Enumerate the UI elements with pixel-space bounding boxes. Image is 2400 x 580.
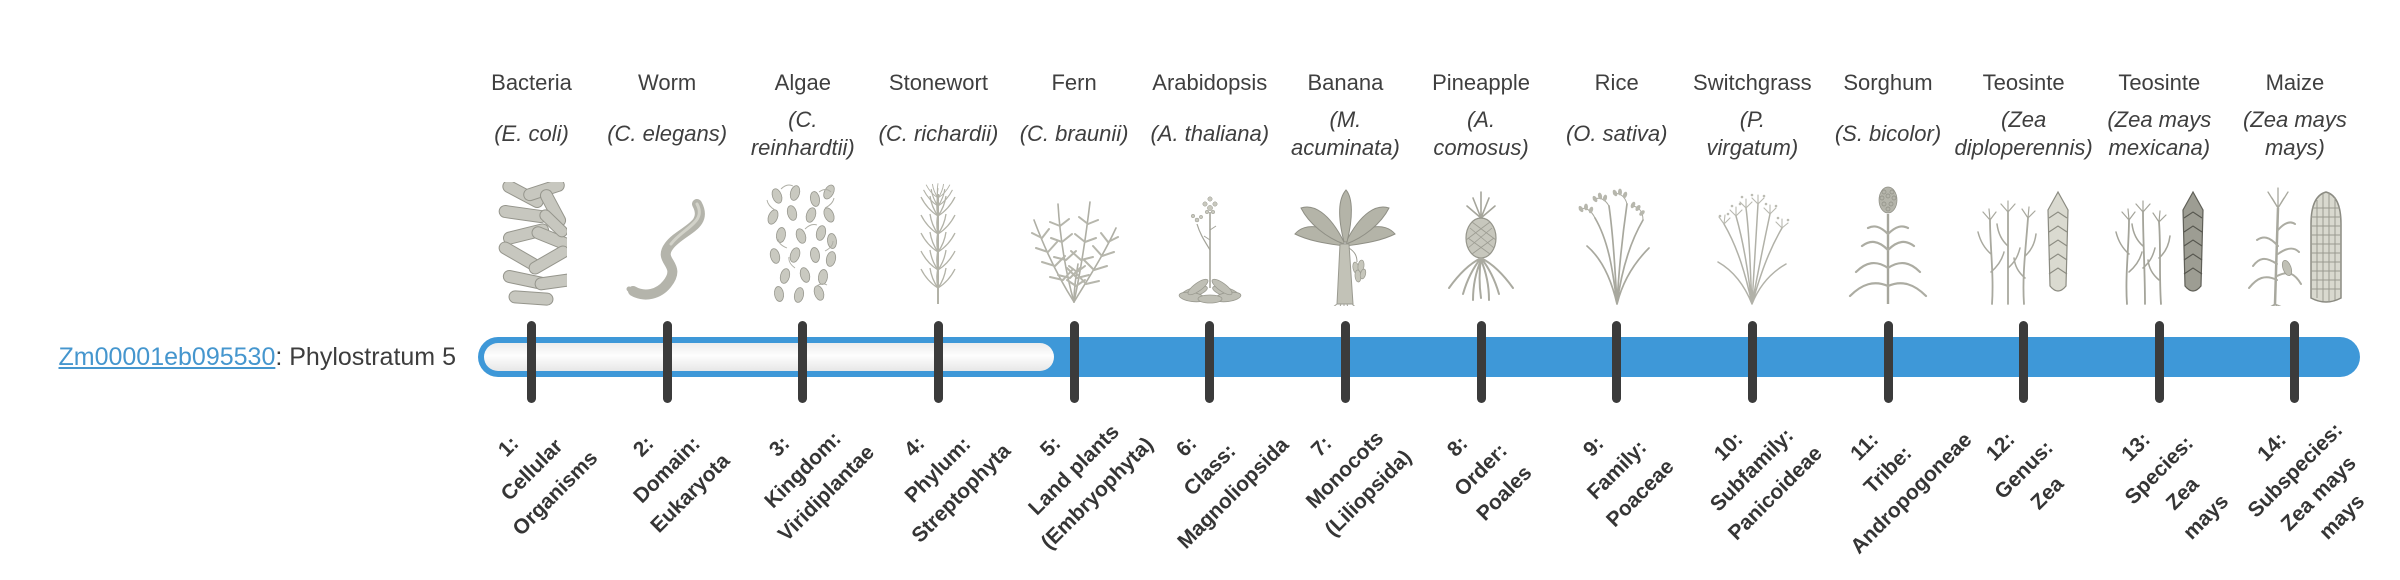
organism-species: (A. comosus) xyxy=(1433,107,1529,160)
phylostrata-timeline-bar xyxy=(478,337,2360,377)
phylostratum-tick-11 xyxy=(1883,321,1893,403)
phylostratum-tick-4 xyxy=(933,321,943,403)
teosinte-mexicana-icon xyxy=(2084,174,2234,306)
phylostratum-label-4: 4: Phylum: Streptophyta xyxy=(900,431,1016,548)
phylostratum-tick-9 xyxy=(1612,321,1622,403)
banana-icon xyxy=(1270,174,1420,306)
switchgrass-icon xyxy=(1677,174,1827,306)
bacteria-icon xyxy=(457,174,607,306)
organism-name: Banana xyxy=(1307,70,1384,95)
organism-name: Switchgrass xyxy=(1693,70,1812,95)
phylostratum-tick-3 xyxy=(798,321,808,403)
maize-icon xyxy=(2220,174,2370,306)
organism-species: (C. braunii) xyxy=(1019,121,1129,146)
organism-name: Arabidopsis xyxy=(1152,70,1268,95)
phylostratum-tick-7 xyxy=(1340,321,1350,403)
organism-species: (M. acuminata) xyxy=(1290,107,1400,160)
organism-species: (S. bicolor) xyxy=(1834,121,1942,146)
organism-name: Fern xyxy=(1051,70,1097,95)
teosinte-diplo-icon xyxy=(1949,174,2099,306)
phylostratum-label-6: 6: Class: Magnoliopsida xyxy=(1171,431,1294,554)
phylostratum-label-12: 12: Genus: Zea xyxy=(1981,427,2068,515)
organism-name: Sorghum xyxy=(1843,70,1933,95)
organism-species: (Zea mays mays) xyxy=(2242,107,2347,160)
phylostratum-tick-14 xyxy=(2290,321,2300,403)
rice-icon xyxy=(1542,174,1692,306)
organism-species: (C. elegans) xyxy=(607,121,728,146)
phylostratum-label-3: 3: Kingdom: Viridiplantae xyxy=(760,427,879,546)
phylostratum-tick-8 xyxy=(1476,321,1486,403)
organism-name: Maize xyxy=(2265,70,2325,95)
stonewort-icon xyxy=(863,174,1013,306)
algae-icon xyxy=(728,174,878,306)
gene-phylostratum-text: : Phylostratum 5 xyxy=(275,343,456,371)
organism-name: Rice xyxy=(1594,70,1639,95)
phylostratum-tick-10 xyxy=(1747,321,1757,403)
phylostratum-tick-1 xyxy=(527,321,536,403)
gene-link[interactable]: Zm00001eb095530 xyxy=(58,343,276,371)
phylostratum-label-7: 7: Monocots (Liliopsida) xyxy=(1302,426,1417,542)
organism-name: Teosinte xyxy=(1982,70,2065,95)
gene-label: Zm00001eb095530: Phylostratum 5 xyxy=(0,343,457,372)
organism-species: (C. reinhardtii) xyxy=(750,107,855,160)
phylostratum-tick-13 xyxy=(2154,321,2164,403)
organism-species: (P. virgatum) xyxy=(1706,107,1799,160)
phylostratum-label-9: 9: Family: Poaceae xyxy=(1578,431,1679,532)
organism-species: (O. sativa) xyxy=(1565,121,1668,146)
pineapple-icon xyxy=(1406,174,1556,306)
arabidopsis-icon xyxy=(1135,174,1285,306)
worm-icon xyxy=(592,174,742,306)
fern-icon xyxy=(999,174,1149,306)
phylostratum-label-10: 10: Subfamily: Panicoideae xyxy=(1706,423,1828,545)
phylostratum-label-14: 14: Subspecies: Zea mays mays xyxy=(2243,418,2370,545)
phylostratum-label-8: 8: Order: Poales xyxy=(1442,431,1537,526)
organism-name: Stonewort xyxy=(888,70,988,95)
phylostratum-label-2: 2: Domain: Eukaryota xyxy=(629,431,735,538)
organism-name: Pineapple xyxy=(1432,70,1530,95)
organism-species: (E. coli) xyxy=(494,121,569,146)
timeline-unfilled-segment xyxy=(484,343,1055,371)
phylostratum-label-5: 5: Land plants (Embryophyta) xyxy=(1024,420,1158,554)
phylostratum-tick-6 xyxy=(1205,321,1215,403)
organism-name: Worm xyxy=(638,70,697,95)
organism-species: (A. thaliana) xyxy=(1150,121,1270,146)
organism-species: (Zea mays mexicana) xyxy=(2107,107,2212,160)
organism-species: (C. richardii) xyxy=(878,121,999,146)
phylostratum-label-11: 11: Tribe: Andropogoneae xyxy=(1846,428,1977,559)
organism-name: Teosinte xyxy=(2118,70,2201,95)
phylostratum-tick-12 xyxy=(2019,321,2029,403)
sorghum-icon xyxy=(1813,174,1963,306)
phylostratum-label-1: 1: Cellular Organisms xyxy=(493,431,602,541)
organism-name: Algae xyxy=(774,70,831,95)
phylostratum-tick-5 xyxy=(1069,321,1079,403)
phylostratum-tick-2 xyxy=(662,321,672,403)
organism-species: (Zea diploperennis) xyxy=(1954,107,2093,160)
organism-name: Bacteria xyxy=(491,70,572,95)
